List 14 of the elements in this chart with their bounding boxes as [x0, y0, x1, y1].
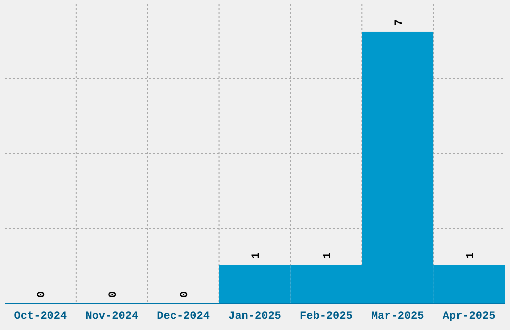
x-tick-label: Oct-2024 — [14, 311, 68, 323]
data-label: 7 — [394, 19, 406, 26]
x-tick-label: Dec-2024 — [157, 311, 210, 323]
data-label: 0 — [180, 291, 192, 298]
x-tick-label: Feb-2025 — [300, 311, 354, 323]
x-tick-label: Mar-2025 — [371, 311, 425, 323]
data-label: 0 — [108, 291, 120, 298]
data-label: 0 — [36, 291, 49, 298]
data-label: 1 — [322, 252, 334, 260]
x-tick-label: Nov-2024 — [86, 311, 139, 323]
data-label: 1 — [465, 252, 478, 260]
data-label: 1 — [251, 252, 263, 260]
x-tick-label: Apr-2025 — [442, 311, 496, 323]
x-tick-label: Jan-2025 — [228, 311, 282, 323]
